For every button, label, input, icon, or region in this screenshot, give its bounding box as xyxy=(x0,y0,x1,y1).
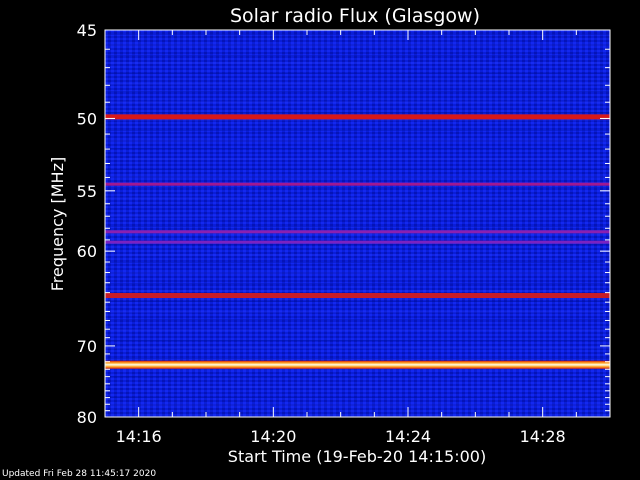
noise-streak xyxy=(105,254,610,256)
noise-streak xyxy=(105,112,610,113)
x-tick-label: 14:20 xyxy=(250,427,296,446)
noise-streak xyxy=(105,272,610,274)
noise-streak xyxy=(105,376,610,377)
y-tick-label: 45 xyxy=(77,21,97,40)
x-axis: 14:16 14:20 14:24 14:28 xyxy=(104,30,611,446)
noise-streak xyxy=(105,368,610,370)
plot-frame xyxy=(104,29,611,418)
y-axis: 45 50 55 60 70 80 xyxy=(77,21,610,427)
noise-streak xyxy=(105,404,610,406)
noise-streak xyxy=(105,311,610,313)
band-line xyxy=(105,182,610,186)
noise-streak xyxy=(105,347,610,349)
noise-streak xyxy=(105,119,610,121)
noise-streak xyxy=(105,169,610,170)
noise-streak xyxy=(105,73,610,74)
noise-streak xyxy=(105,55,610,56)
noise-streak xyxy=(105,233,610,235)
noise-streak xyxy=(105,397,610,398)
noise-streak xyxy=(105,44,610,46)
y-tick-label: 70 xyxy=(77,337,97,356)
band-line xyxy=(105,230,610,234)
x-axis-label: Start Time (19-Feb-20 14:15:00) xyxy=(228,447,486,466)
y-tick-label: 55 xyxy=(77,182,97,201)
noise-streak xyxy=(105,262,610,263)
band-line xyxy=(105,240,610,244)
noise-streak xyxy=(105,140,610,142)
y-axis-label: Frequency [MHz] xyxy=(48,157,67,291)
noise-streak xyxy=(105,130,610,131)
y-tick-label: 80 xyxy=(77,408,97,427)
noise-streak xyxy=(105,340,610,341)
noise-streak xyxy=(105,215,610,217)
band-group xyxy=(105,34,610,406)
noise-streak xyxy=(105,358,610,359)
noise-streak xyxy=(105,148,610,149)
x-tick-label: 14:16 xyxy=(116,427,162,446)
noise-streak xyxy=(105,34,610,35)
band-line xyxy=(105,114,610,120)
noise-streak xyxy=(105,205,610,206)
noise-streak xyxy=(105,283,610,284)
noise-streak xyxy=(105,319,610,320)
noise-streak xyxy=(105,244,610,245)
y-tick-label: 60 xyxy=(77,242,97,261)
noise-streak xyxy=(105,329,610,331)
noise-streak xyxy=(105,101,610,103)
noise-streak xyxy=(105,62,610,64)
noise-streak xyxy=(105,83,610,85)
noise-streak xyxy=(105,301,610,302)
chart-title: Solar radio Flux (Glasgow) xyxy=(230,5,480,27)
x-tick-label: 14:28 xyxy=(520,427,566,446)
x-tick-label: 14:24 xyxy=(385,427,431,446)
noise-streak xyxy=(105,386,610,388)
noise-streak xyxy=(105,158,610,160)
noise-streak xyxy=(105,290,610,292)
band-line xyxy=(105,293,610,299)
update-timestamp: Updated Fri Feb 28 11:45:17 2020 xyxy=(2,469,157,479)
noise-streak xyxy=(105,197,610,199)
y-tick-label: 50 xyxy=(77,109,97,128)
band-line xyxy=(105,360,610,369)
noise-streak xyxy=(105,91,610,92)
noise-streak xyxy=(105,187,610,188)
noise-streak xyxy=(105,226,610,227)
noise-streak xyxy=(105,176,610,178)
plot-background xyxy=(105,30,610,417)
